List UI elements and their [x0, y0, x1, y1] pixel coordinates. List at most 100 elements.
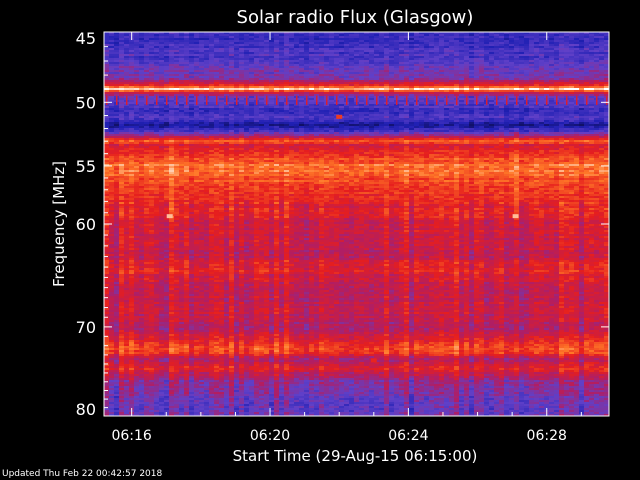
- heatmap-cell: [474, 106, 479, 108]
- heatmap-cell: [324, 130, 329, 132]
- heatmap-cell: [344, 64, 349, 66]
- heatmap-cell: [599, 104, 604, 106]
- heatmap-cell: [434, 72, 439, 74]
- heatmap-cell: [249, 120, 254, 122]
- heatmap-cell: [274, 32, 279, 34]
- heatmap-cell: [269, 118, 274, 120]
- heatmap-cell: [479, 86, 484, 88]
- heatmap-cell: [104, 94, 109, 96]
- heatmap-cell: [524, 80, 529, 82]
- heatmap-cell: [314, 124, 319, 126]
- heatmap-cell: [124, 124, 129, 126]
- heatmap-cell: [209, 118, 214, 120]
- heatmap-cell: [434, 86, 439, 88]
- heatmap-cell: [449, 82, 454, 84]
- heatmap-cell: [289, 106, 294, 108]
- heatmap-cell: [174, 62, 179, 64]
- heatmap-cell: [389, 36, 394, 38]
- heatmap-cell: [244, 114, 249, 116]
- heatmap-cell: [104, 36, 109, 38]
- heatmap-cell: [204, 106, 209, 108]
- heatmap-cell: [179, 90, 184, 92]
- heatmap-cell: [189, 104, 194, 106]
- heatmap-cell: [154, 38, 159, 40]
- heatmap-cell: [419, 120, 424, 122]
- heatmap-cell: [269, 112, 274, 114]
- heatmap-cell: [184, 38, 189, 40]
- heatmap-cell: [489, 80, 494, 82]
- heatmap-cell: [344, 90, 349, 92]
- heatmap-cell: [334, 86, 339, 88]
- heatmap-cell: [179, 122, 184, 124]
- heatmap-cell: [429, 34, 434, 36]
- heatmap-cell: [294, 68, 299, 70]
- heatmap-cell: [119, 66, 124, 68]
- heatmap-cell: [384, 54, 389, 56]
- heatmap-cell: [429, 44, 434, 46]
- heatmap-cell: [544, 116, 549, 118]
- heatmap-cell: [249, 100, 254, 102]
- heatmap-cell: [354, 44, 359, 46]
- heatmap-cell: [219, 44, 224, 46]
- heatmap-cell: [534, 68, 539, 70]
- heatmap-cell: [409, 98, 414, 100]
- heatmap-cell: [334, 52, 339, 54]
- heatmap-cell: [134, 68, 139, 70]
- heatmap-cell: [149, 128, 154, 130]
- heatmap-cell: [374, 36, 379, 38]
- heatmap-cell: [239, 58, 244, 60]
- heatmap-cell: [529, 72, 534, 74]
- heatmap-cell: [384, 40, 389, 42]
- heatmap-cell: [464, 42, 469, 44]
- heatmap-cell: [359, 52, 364, 54]
- heatmap-cell: [534, 126, 539, 128]
- heatmap-cell: [519, 76, 524, 78]
- heatmap-cell: [264, 122, 269, 124]
- heatmap-cell: [314, 126, 319, 128]
- heatmap-cell: [129, 82, 134, 84]
- heatmap-cell: [429, 64, 434, 66]
- heatmap-cell: [354, 68, 359, 70]
- heatmap-cell: [434, 46, 439, 48]
- heatmap-cell: [434, 126, 439, 128]
- heatmap-cell: [524, 82, 529, 84]
- heatmap-cell: [444, 126, 449, 128]
- heatmap-cell: [109, 50, 114, 52]
- heatmap-cell: [209, 84, 214, 86]
- heatmap-cell: [314, 58, 319, 60]
- heatmap-cell: [439, 126, 444, 128]
- heatmap-cell: [214, 52, 219, 54]
- heatmap-cell: [334, 90, 339, 92]
- heatmap-cell: [599, 94, 604, 96]
- heatmap-cell: [514, 74, 519, 76]
- heatmap-cell: [264, 80, 269, 82]
- heatmap-cell: [374, 106, 379, 108]
- heatmap-cell: [114, 34, 119, 36]
- heatmap-cell: [119, 86, 124, 88]
- heatmap-cell: [154, 86, 159, 88]
- heatmap-cell: [544, 48, 549, 50]
- heatmap-cell: [199, 54, 204, 56]
- heatmap-cell: [214, 118, 219, 120]
- heatmap-cell: [359, 38, 364, 40]
- heatmap-cell: [509, 82, 514, 84]
- heatmap-cell: [544, 62, 549, 64]
- heatmap-cell: [184, 120, 189, 122]
- heatmap-cell: [389, 110, 394, 112]
- heatmap-cell: [544, 128, 549, 130]
- heatmap-cell: [119, 76, 124, 78]
- heatmap-cell: [394, 56, 399, 58]
- heatmap-cell: [239, 66, 244, 68]
- heatmap-cell: [449, 78, 454, 80]
- heatmap-cell: [349, 66, 354, 68]
- heatmap-cell: [594, 44, 599, 46]
- heatmap-cell: [524, 46, 529, 48]
- heatmap-cell: [334, 104, 339, 106]
- heatmap-cell: [404, 48, 409, 50]
- heatmap-cell: [329, 60, 334, 62]
- heatmap-cell: [279, 100, 284, 102]
- heatmap-cell: [279, 92, 284, 94]
- heatmap-cell: [189, 34, 194, 36]
- heatmap-cell: [599, 56, 604, 58]
- heatmap-cell: [514, 72, 519, 74]
